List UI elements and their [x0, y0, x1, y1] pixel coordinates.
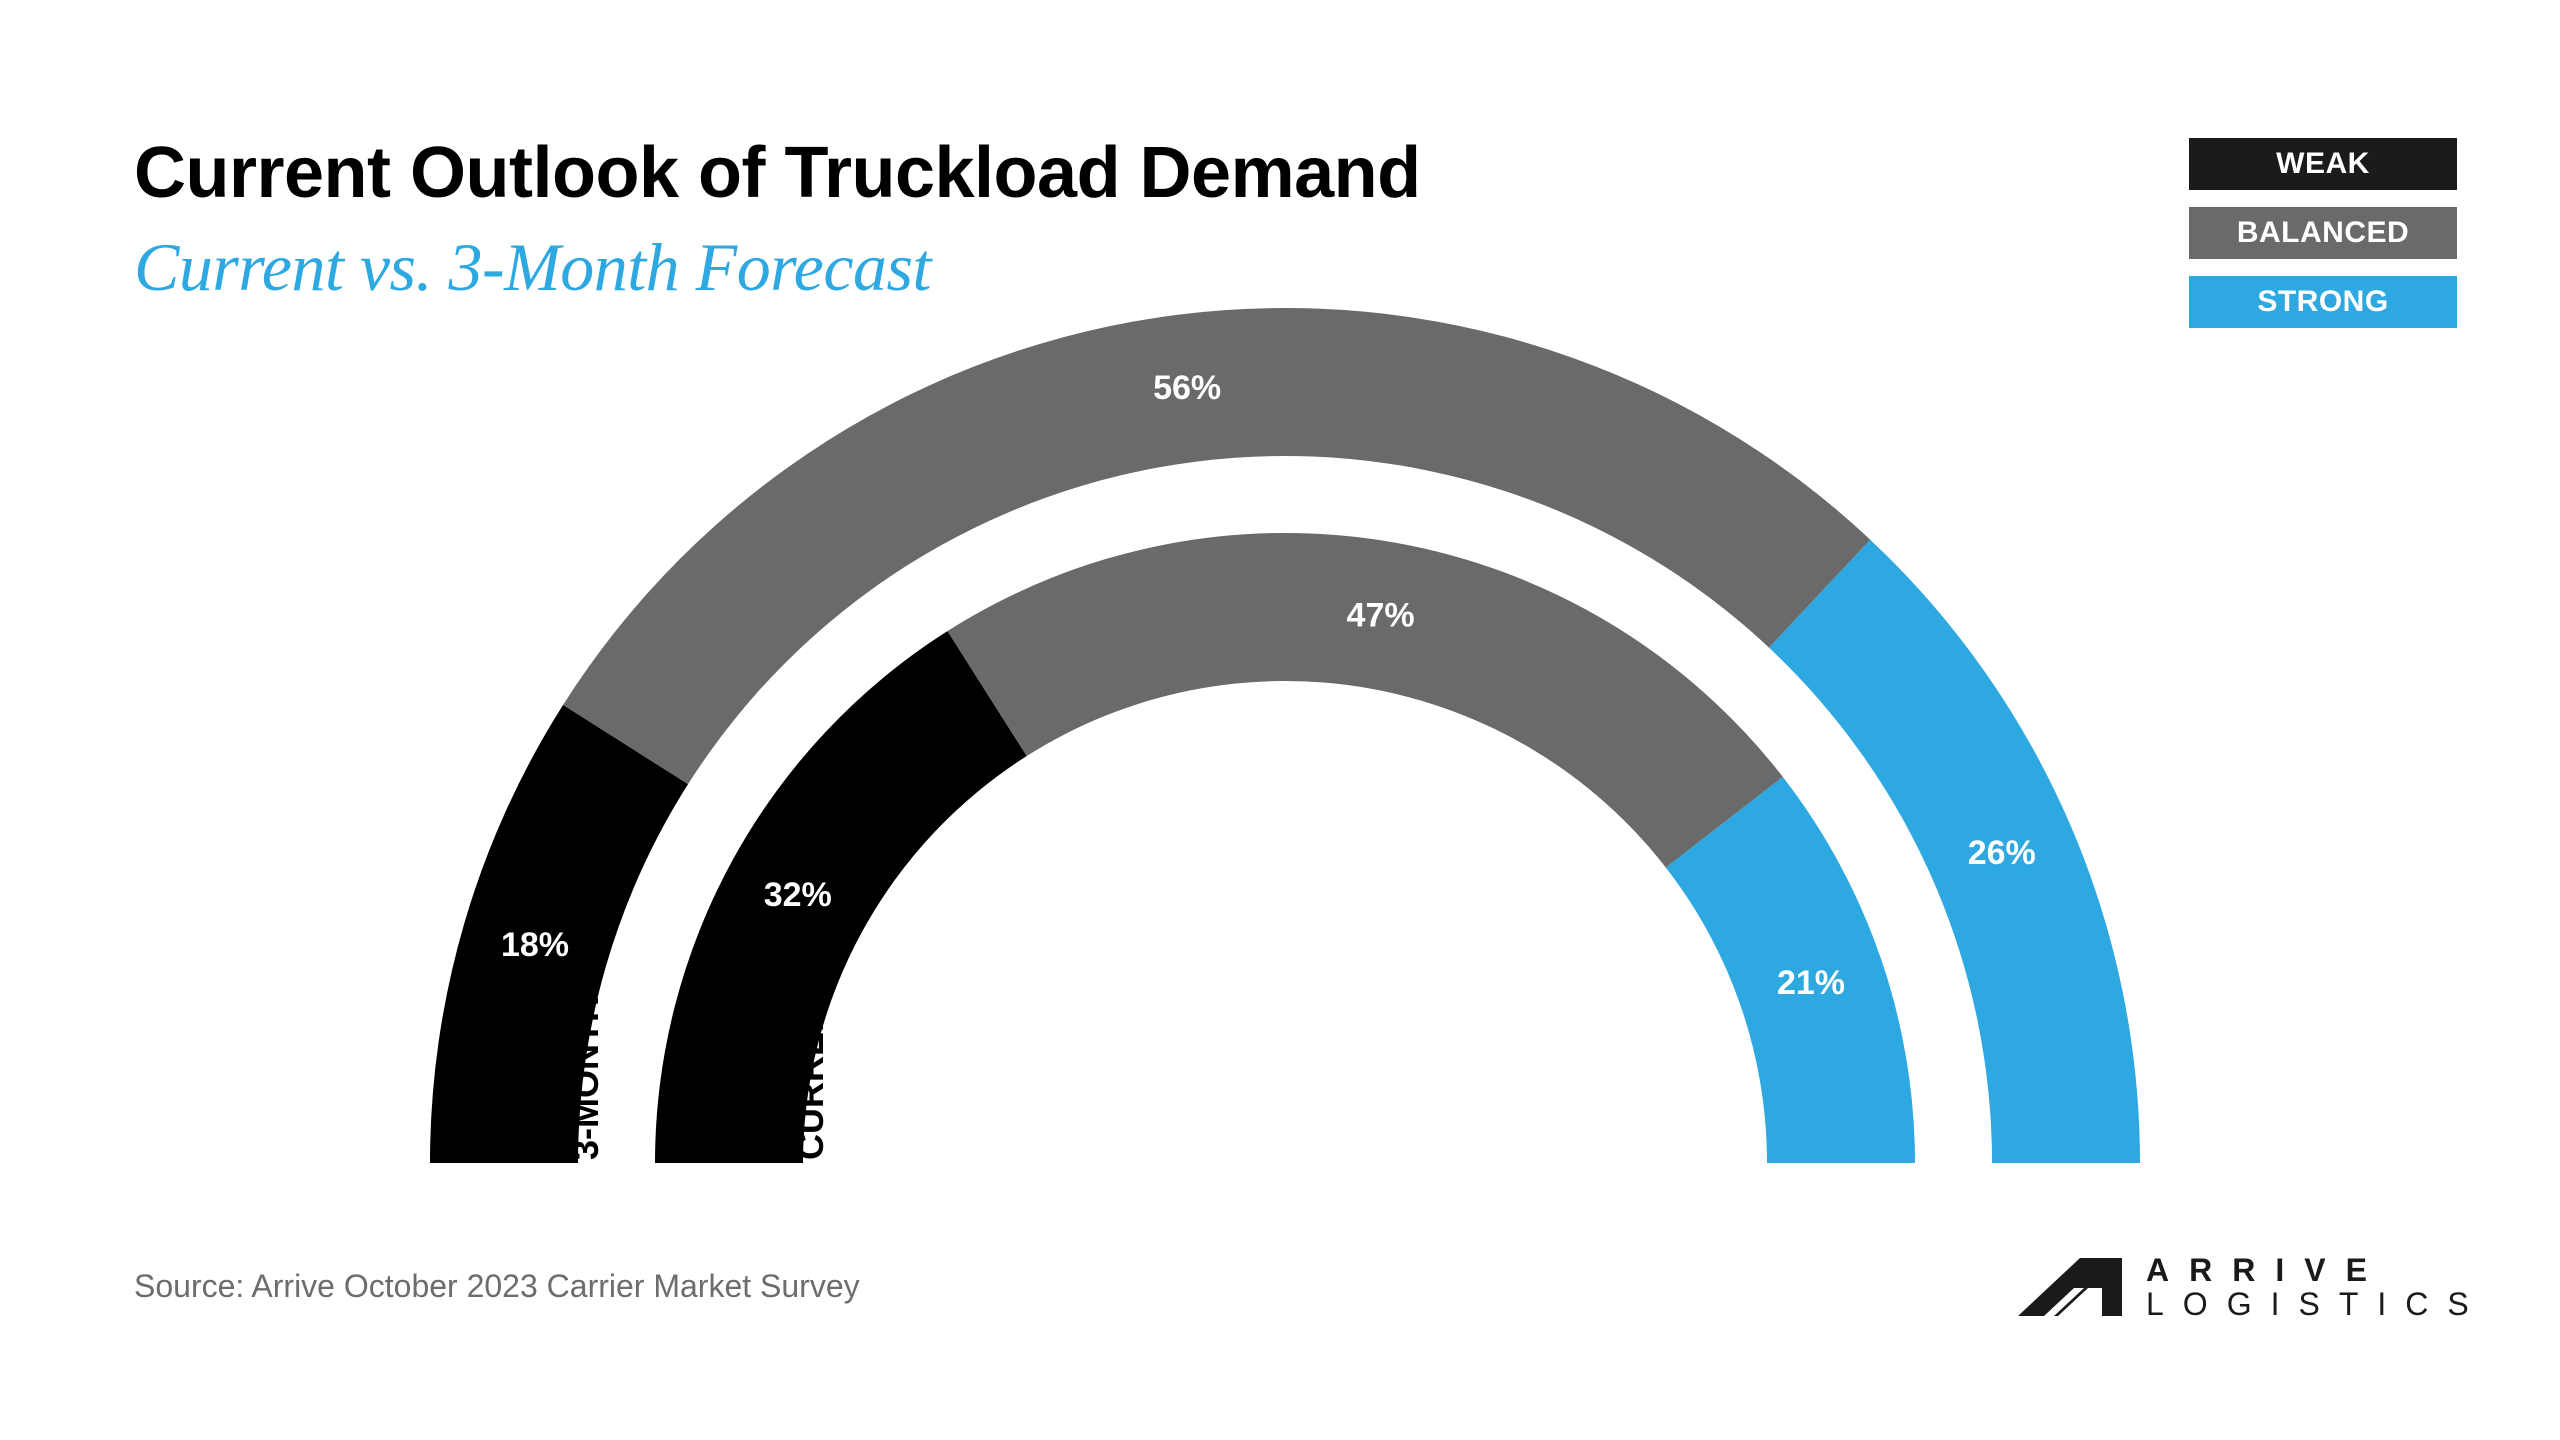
arc-3-month-forecast-weak: [430, 704, 689, 1163]
arc-3-month-forecast-balanced: [563, 307, 1871, 785]
logo-text-logistics: LOGISTICS: [2146, 1286, 2488, 1322]
data-label-current-balanced: 47%: [1347, 596, 1415, 634]
legend-item-weak: WEAK: [2189, 138, 2457, 190]
data-label-current-weak: 32%: [764, 876, 832, 914]
chart-subtitle: Current vs. 3-Month Forecast: [134, 229, 931, 305]
series-name-3-month-forecast: 3-MONTH FORECAST: [565, 788, 606, 1160]
arc-current-balanced: [947, 532, 1783, 868]
legend-item-strong: STRONG: [2189, 276, 2457, 328]
data-label-3-month-forecast-strong: 26%: [1968, 834, 2036, 872]
arrive-logo-mark-icon: [2018, 1258, 2122, 1316]
source-note: Source: Arrive October 2023 Carrier Mark…: [134, 1268, 860, 1304]
data-label-3-month-forecast-weak: 18%: [501, 926, 569, 964]
arc-current-strong: [1665, 776, 1915, 1163]
logo-text-arrive: ARRIVE: [2146, 1252, 2387, 1288]
arrive-logistics-logo: ARRIVE LOGISTICS: [2018, 1252, 2478, 1326]
chart-title: Current Outlook of Truckload Demand: [134, 133, 1421, 213]
arc-3-month-forecast-strong: [1768, 539, 2140, 1163]
data-label-3-month-forecast-balanced: 56%: [1153, 369, 1221, 407]
legend: WEAK BALANCED STRONG: [2189, 138, 2457, 345]
data-label-current-strong: 21%: [1777, 964, 1845, 1002]
arc-current-weak: [655, 631, 1027, 1163]
legend-item-balanced: BALANCED: [2189, 207, 2457, 259]
series-name-current: CURRENT: [790, 984, 831, 1160]
